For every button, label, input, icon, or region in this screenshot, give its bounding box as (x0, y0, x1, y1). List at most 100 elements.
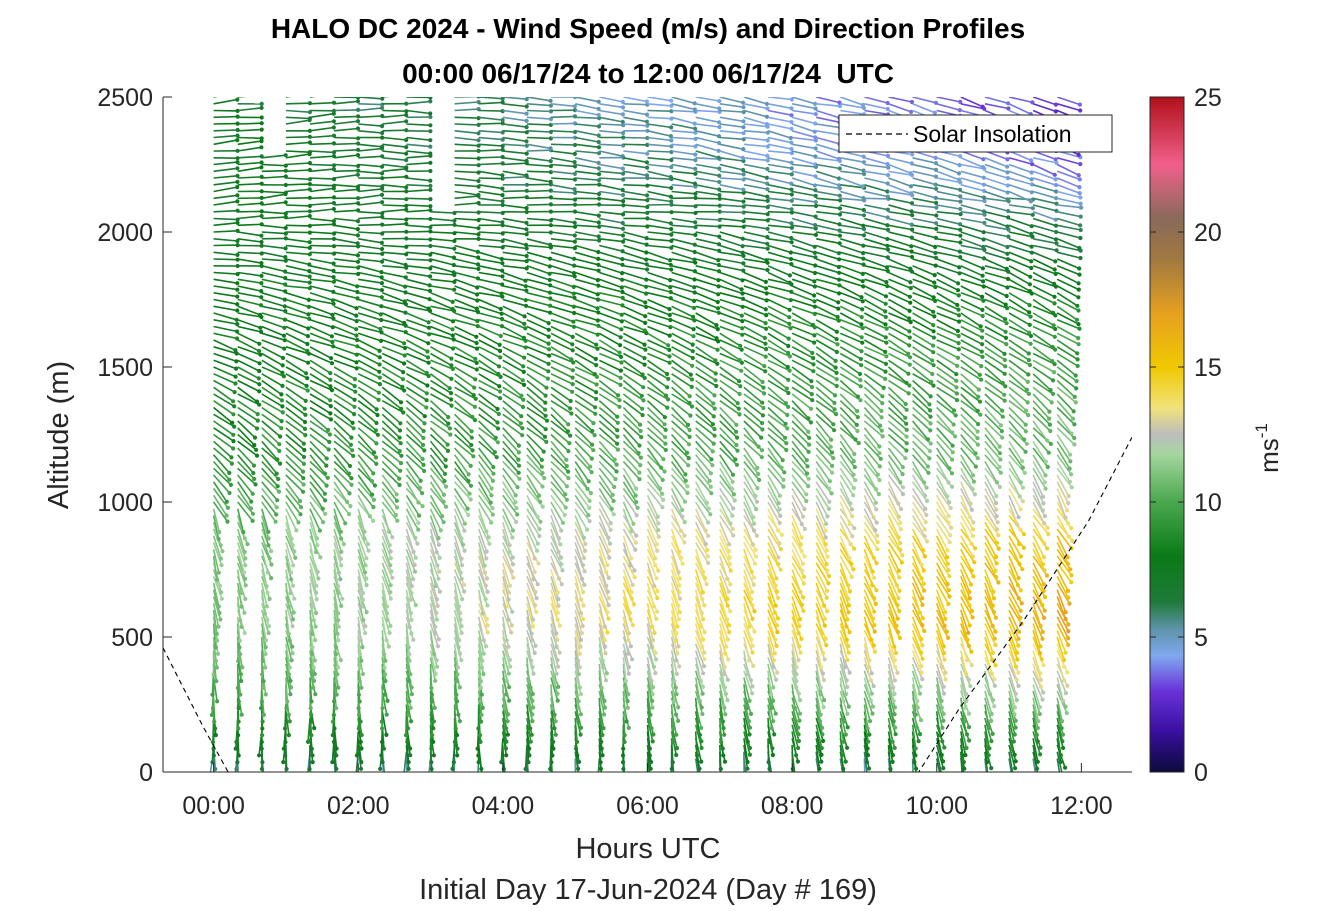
wind-barb-head (289, 658, 294, 663)
wind-barb (791, 150, 816, 158)
wind-barb-head (824, 588, 830, 594)
wind-barb-head (797, 624, 802, 629)
wind-barb-head (305, 376, 310, 381)
wind-barb-head (731, 506, 736, 511)
wind-barb-head (616, 393, 621, 398)
wind-barb (502, 379, 522, 397)
wind-barb-head (230, 420, 235, 425)
wind-barb-head (575, 679, 580, 684)
wind-barb (406, 285, 431, 292)
wind-barb-head (764, 286, 769, 291)
wind-barb (695, 238, 720, 245)
wind-barb-head (738, 343, 743, 348)
wind-barb (406, 305, 431, 312)
wind-barb-head (528, 685, 533, 690)
wind-barb-head (582, 555, 587, 561)
wind-barb (622, 379, 643, 397)
wind-barb (261, 231, 286, 235)
wind-barb (357, 454, 374, 474)
wind-barb (575, 116, 600, 119)
wind-barb (623, 352, 645, 366)
wind-barb-head (384, 604, 390, 609)
wind-barb (502, 224, 527, 231)
wind-barb-head (521, 397, 526, 402)
wind-barb (575, 103, 599, 110)
wind-barb-head (426, 320, 431, 325)
wind-barb-head (209, 712, 214, 718)
wind-barb (333, 609, 339, 634)
wind-barb (406, 189, 431, 193)
wind-barb (574, 454, 593, 473)
wind-barb (429, 454, 446, 475)
wind-barb-head (330, 339, 335, 345)
wind-barb (719, 697, 724, 722)
wind-barb (454, 373, 475, 389)
wind-barb (478, 116, 503, 121)
wind-barb-head (771, 665, 776, 670)
wind-barb-head (493, 435, 498, 440)
wind-barb (502, 346, 525, 359)
wind-barb (598, 636, 604, 661)
wind-barb (453, 623, 460, 648)
wind-barb-head (500, 137, 505, 142)
wind-barb-head (548, 209, 554, 214)
wind-barb-head (794, 685, 799, 690)
wind-barb-head (281, 760, 286, 765)
wind-barb-head (214, 679, 219, 684)
wind-barb-head (404, 207, 409, 212)
wind-barb (791, 177, 816, 187)
wind-barb (743, 603, 751, 627)
wind-barb-head (620, 271, 625, 276)
wind-barb-head (716, 284, 721, 289)
wind-barb (791, 569, 802, 593)
wind-barb-head (400, 384, 405, 389)
wind-barb-head (572, 187, 577, 192)
wind-barb-head (556, 664, 561, 669)
wind-barb (671, 339, 694, 352)
wind-barb-head (524, 266, 529, 271)
wind-barb-head (633, 547, 638, 552)
wind-barb-head (305, 388, 310, 393)
wind-barb (454, 325, 477, 338)
wind-barb-head (351, 453, 356, 458)
wind-barb-head (453, 706, 458, 711)
wind-barb (285, 522, 294, 546)
wind-barb (213, 393, 235, 407)
wind-barb-head (640, 413, 645, 418)
wind-barb (719, 339, 743, 351)
wind-barb (598, 535, 611, 558)
wind-barb (550, 366, 573, 379)
wind-barb-head (581, 590, 586, 595)
wind-barb (743, 339, 767, 350)
wind-barb (382, 120, 407, 125)
wind-barb (599, 190, 624, 196)
wind-profile (209, 97, 240, 772)
wind-barb (357, 576, 364, 600)
wind-barb (526, 569, 537, 593)
wind-barb-head (725, 576, 730, 581)
wind-barb (646, 542, 656, 566)
wind-barb (381, 359, 404, 373)
wind-barb-head (311, 604, 316, 609)
wind-barb (309, 332, 333, 343)
wind-barb-head (554, 671, 559, 676)
wind-barb (623, 211, 648, 214)
wind-barb (213, 406, 233, 424)
wind-barb (695, 447, 713, 466)
wind-barb (550, 224, 576, 228)
wind-barb-head (524, 209, 529, 215)
wind-barb-head (412, 569, 418, 574)
wind-barb (599, 109, 624, 116)
wind-barb-head (456, 604, 461, 609)
wind-barb-head (770, 752, 776, 758)
wind-barb (743, 555, 755, 579)
wind-barb-head (643, 347, 648, 352)
wind-barb (743, 211, 768, 215)
wind-barb (622, 521, 637, 544)
wind-barb-head (655, 514, 661, 520)
wind-barb-head (306, 312, 311, 317)
wind-barb (237, 231, 262, 237)
wind-barb-head (603, 678, 609, 683)
wind-barb-head (377, 382, 382, 387)
wind-barb (430, 413, 451, 430)
